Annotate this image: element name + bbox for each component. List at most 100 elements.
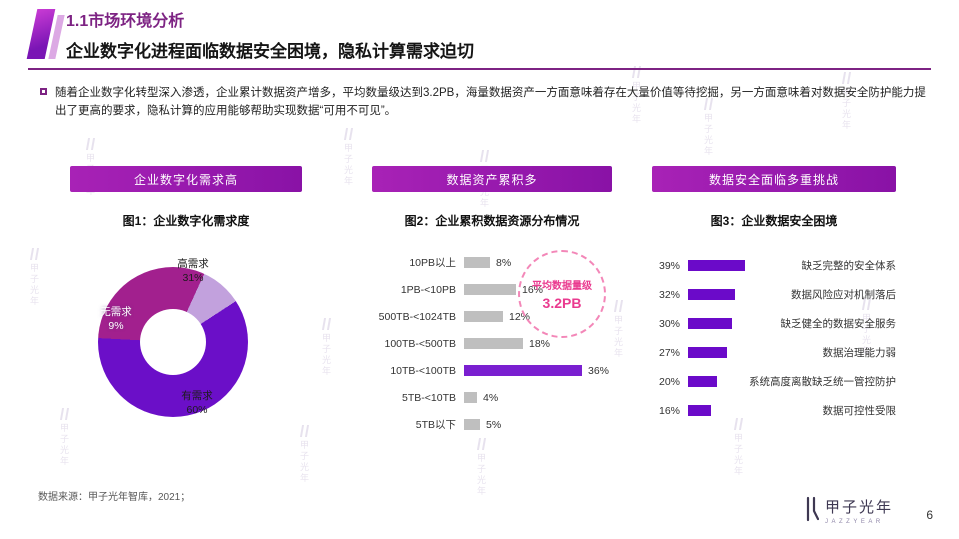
bar-row: 16% 数据可控性受限 bbox=[652, 396, 896, 425]
watermark: 甲子光年 bbox=[320, 318, 333, 377]
bar-value-label: 16% bbox=[658, 404, 680, 417]
storage-bar-rows: 10PB以上 8% 1PB-<10PB 16% 500TB-<1024TB 12% 100T… bbox=[372, 249, 612, 438]
panel-digitalization: 企业数字化需求高 图1：企业数字化需求度 高需求 31% 无需求 9% 有需求 … bbox=[70, 166, 302, 429]
bar-row: 32% 数据风险应对机制落后 bbox=[652, 280, 896, 309]
bar bbox=[464, 311, 503, 322]
section-title: 1.1市场环境分析 bbox=[66, 13, 185, 30]
donut-label-value: 31% bbox=[182, 272, 204, 285]
bar bbox=[464, 257, 490, 268]
bar bbox=[688, 347, 727, 358]
watermark-logo-icon bbox=[59, 408, 70, 420]
security-bar-rows: 39% 缺乏完整的安全体系 32% 数据风险应对机制落后 30% 缺乏健全的数据安全服务 2… bbox=[652, 251, 896, 425]
bar-value-label: 20% bbox=[658, 375, 680, 388]
bar-row: 30% 缺乏健全的数据安全服务 bbox=[652, 309, 896, 338]
donut-label-no-demand: 无需求 9% bbox=[86, 305, 146, 333]
footer-logo: 甲子光年 JAZZYEAR bbox=[804, 496, 893, 525]
watermark-text: 甲子光年 bbox=[321, 333, 331, 377]
watermark-logo-icon bbox=[479, 150, 490, 162]
panel-header-data-security: 数据安全面临多重挑战 bbox=[652, 166, 896, 192]
bar-value-label: 39% bbox=[658, 259, 680, 272]
bar-category-label: 5TB-<10TB bbox=[402, 391, 456, 404]
watermark: 甲子光年 bbox=[732, 418, 745, 477]
bar-category-label: 10TB-<100TB bbox=[390, 364, 456, 377]
chart-caption-2: 图2：企业累积数据资源分布情况 bbox=[404, 214, 580, 228]
chart-caption-1: 图1：企业数字化需求度 bbox=[122, 214, 250, 228]
donut-label-text: 无需求 bbox=[100, 306, 132, 318]
bar-category-label: 缺乏完整的安全体系 bbox=[801, 260, 897, 272]
bar-row: 39% 缺乏完整的安全体系 bbox=[652, 251, 896, 280]
bar-row: 20% 系统高度离散缺乏统一管控防护 bbox=[652, 367, 896, 396]
chart-caption-3: 图3：企业数据安全困境 bbox=[710, 214, 838, 228]
watermark-logo-icon bbox=[343, 128, 354, 140]
donut-chart bbox=[98, 267, 248, 417]
bar bbox=[464, 365, 582, 376]
watermark-logo-icon bbox=[321, 318, 332, 330]
bar bbox=[464, 419, 480, 430]
logo-text: 甲子光年 bbox=[824, 499, 893, 516]
intro-text: 随着企业数字化转型深入渗透，企业累计数据资产增多，平均数量级达到3.2PB，海量… bbox=[55, 87, 926, 118]
bar-value-label: 27% bbox=[658, 346, 680, 359]
bar bbox=[464, 392, 477, 403]
bar bbox=[464, 284, 516, 295]
donut-hole bbox=[140, 309, 206, 375]
bar-value-label: 36% bbox=[588, 364, 610, 377]
bar bbox=[688, 376, 717, 387]
logo-text-block: 甲子光年 JAZZYEAR bbox=[825, 496, 893, 525]
bar-category-label: 数据可控性受限 bbox=[822, 405, 897, 417]
donut-label-has-demand: 有需求 60% bbox=[162, 389, 232, 417]
panel-data-assets: 数据资产累积多 图2：企业累积数据资源分布情况 10PB以上 8% 1PB-<10P… bbox=[372, 166, 612, 438]
bar bbox=[688, 289, 735, 300]
bar-row: 1PB-<10PB 16% bbox=[372, 276, 612, 303]
bar-category-label: 系统高度离散缺乏统一管控防护 bbox=[749, 376, 896, 388]
bar bbox=[688, 318, 732, 329]
bar-category-label: 100TB-<500TB bbox=[384, 337, 456, 350]
bar-value-label: 5% bbox=[486, 418, 502, 431]
page-title: 企业数字化进程面临数据安全困境，隐私计算需求迫切 bbox=[66, 42, 474, 61]
page-number: 6 bbox=[926, 508, 933, 522]
watermark-logo-icon bbox=[841, 72, 852, 84]
intro-block: 随着企业数字化转型深入渗透，企业累计数据资产增多，平均数量级达到3.2PB，海量… bbox=[40, 84, 926, 121]
bar-category-label: 5TB以下 bbox=[415, 419, 456, 431]
bar-category-label: 1PB-<10PB bbox=[400, 283, 456, 296]
bar-value-label: 32% bbox=[658, 288, 680, 301]
bar bbox=[688, 405, 711, 416]
donut-label-text: 高需求 bbox=[177, 258, 209, 270]
bar-value-label: 18% bbox=[529, 337, 551, 350]
watermark: 甲子光年 bbox=[612, 300, 625, 359]
title-divider bbox=[28, 68, 931, 70]
bar-value-label: 16% bbox=[522, 283, 544, 296]
bar-row: 100TB-<500TB 18% bbox=[372, 330, 612, 357]
watermark: 甲子光年 bbox=[342, 128, 355, 187]
bar-row: 5TB-<10TB 4% bbox=[372, 384, 612, 411]
watermark: 甲子光年 bbox=[28, 248, 41, 307]
data-source-note: 数据来源：甲子光年智库，2021； bbox=[38, 492, 191, 503]
logo-icon bbox=[806, 496, 819, 522]
logo-subtext: JAZZYEAR bbox=[824, 519, 884, 525]
bar-category-label: 10PB以上 bbox=[409, 257, 456, 269]
bar-category-label: 数据风险应对机制落后 bbox=[791, 289, 896, 301]
bar-value-label: 8% bbox=[496, 256, 512, 269]
watermark-text: 甲子光年 bbox=[733, 433, 743, 477]
bar-category-label: 缺乏健全的数据安全服务 bbox=[780, 318, 897, 330]
bar-value-label: 12% bbox=[509, 310, 531, 323]
title-block: 1.1市场环境分析 企业数字化进程面临数据安全困境，隐私计算需求迫切 bbox=[66, 7, 474, 62]
watermark-text: 甲子光年 bbox=[476, 453, 486, 497]
watermark-logo-icon bbox=[29, 248, 40, 260]
bar-value-label: 30% bbox=[658, 317, 680, 330]
donut-label-value: 9% bbox=[108, 320, 124, 333]
donut-label-value: 60% bbox=[186, 404, 208, 417]
title-accent-shape bbox=[26, 9, 66, 61]
watermark: 甲子光年 bbox=[298, 425, 311, 484]
watermark-text: 甲子光年 bbox=[299, 440, 309, 484]
digitalization-donut-area: 高需求 31% 无需求 9% 有需求 60% bbox=[70, 239, 302, 429]
donut-label-text: 有需求 bbox=[181, 390, 213, 402]
bar-row: 27% 数据治理能力弱 bbox=[652, 338, 896, 367]
bar-value-label: 4% bbox=[483, 391, 499, 404]
watermark: 甲子光年 bbox=[475, 438, 488, 497]
watermark-text: 甲子光年 bbox=[613, 315, 623, 359]
bar-row: 10PB以上 8% bbox=[372, 249, 612, 276]
watermark-text: 甲子光年 bbox=[29, 263, 39, 307]
bar bbox=[464, 338, 523, 349]
watermark-logo-icon bbox=[476, 438, 487, 450]
